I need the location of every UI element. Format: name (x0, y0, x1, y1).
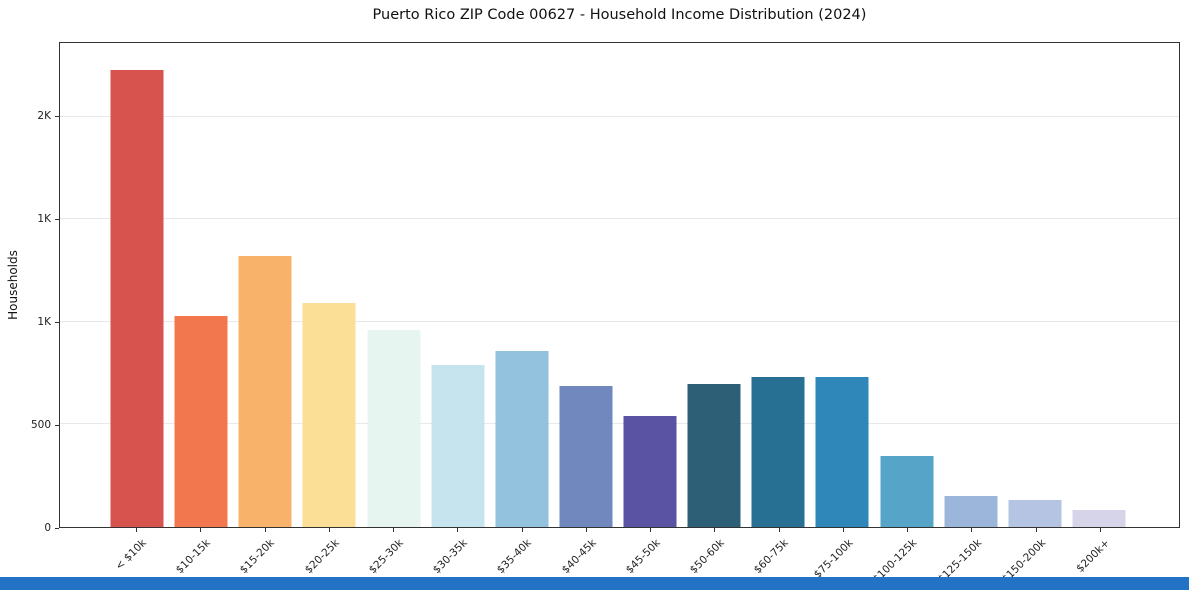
x-tick-mark (585, 528, 587, 532)
bar-column (105, 43, 169, 527)
y-tick-mark (55, 115, 59, 117)
x-tick-mark (328, 528, 330, 532)
y-tick-mark (55, 218, 59, 220)
bar-column (746, 43, 810, 527)
x-tick-label: $25-30k (366, 537, 406, 577)
y-tick-label: 1K (37, 316, 51, 329)
bar-column (554, 43, 618, 527)
bar-column (1067, 43, 1131, 527)
bar-column (618, 43, 682, 527)
x-tick-label: $60-75k (752, 537, 792, 577)
bar-$40-45k (559, 385, 613, 527)
y-axis-label-text: Households (6, 250, 21, 320)
gridline (60, 218, 1179, 220)
y-tick-mark (55, 424, 59, 426)
x-tick-mark (521, 528, 523, 532)
bar-column (490, 43, 554, 527)
x-tick-mark (778, 528, 780, 532)
bar-$60-75k (751, 377, 805, 527)
bar-column (1003, 43, 1067, 527)
x-tick-mark (264, 528, 266, 532)
x-tick-label: $35-40k (495, 537, 535, 577)
bottom-bar (0, 577, 1189, 590)
bar-$125-150k (944, 496, 998, 527)
bar-column (875, 43, 939, 527)
bar-$20-25k (302, 303, 356, 527)
x-tick-mark (1099, 528, 1101, 532)
bar-$100-125k (880, 456, 934, 527)
y-tick-label: 2K (37, 110, 51, 123)
x-tick-mark (971, 528, 973, 532)
bar-column (426, 43, 490, 527)
x-tick-mark (1035, 528, 1037, 532)
bar-column (810, 43, 874, 527)
x-tick-label: $200k+ (1074, 537, 1113, 575)
x-tick-mark (650, 528, 652, 532)
bar-column (362, 43, 426, 527)
y-tick-label: 500 (30, 419, 51, 432)
plot-area (59, 42, 1180, 528)
x-tick-label: $40-45k (559, 537, 599, 577)
x-tick-mark (457, 528, 459, 532)
gridlines-layer (60, 43, 1179, 527)
bar-column (297, 43, 361, 527)
x-tick-mark (136, 528, 138, 532)
bar-$35-40k (495, 350, 549, 527)
gridline (60, 115, 1179, 117)
x-tick-label: $20-25k (302, 537, 342, 577)
bar-column (682, 43, 746, 527)
y-tick-label: 0 (44, 522, 51, 534)
x-tick-label: < $10k (113, 537, 149, 573)
x-tick-label: $50-60k (687, 537, 727, 577)
gridline (60, 423, 1179, 425)
x-tick-mark (200, 528, 202, 532)
bar-column (233, 43, 297, 527)
x-tick-label: $45-50k (623, 537, 663, 577)
bar-$75-100k (815, 377, 869, 527)
y-tick-mark (55, 527, 59, 529)
y-tick-mark (55, 321, 59, 323)
bar-$200k+ (1072, 509, 1126, 527)
bars-layer (105, 43, 1131, 527)
gridline (60, 320, 1179, 322)
x-tick-mark (842, 528, 844, 532)
x-tick-mark (907, 528, 909, 532)
bar-column (169, 43, 233, 527)
x-tick-label: $75-100k (811, 537, 856, 581)
y-tick-label: 1K (37, 213, 51, 226)
bar-$45-50k (623, 416, 677, 527)
x-tick-mark (714, 528, 716, 532)
x-tick-label: $10-15k (173, 537, 213, 577)
x-tick-label: $30-35k (430, 537, 470, 577)
x-tick-label: $15-20k (238, 537, 278, 577)
bar-$15-20k (238, 256, 292, 527)
bar-$150-200k (1008, 500, 1062, 527)
x-tick-mark (393, 528, 395, 532)
bar-$50-60k (687, 384, 741, 527)
bar-$30-35k (431, 364, 485, 527)
bar-$25-30k (367, 330, 421, 527)
chart-title: Puerto Rico ZIP Code 00627 - Household I… (372, 7, 867, 23)
bar-< $10k (110, 69, 164, 527)
bar-$10-15k (174, 315, 228, 527)
bar-column (939, 43, 1003, 527)
